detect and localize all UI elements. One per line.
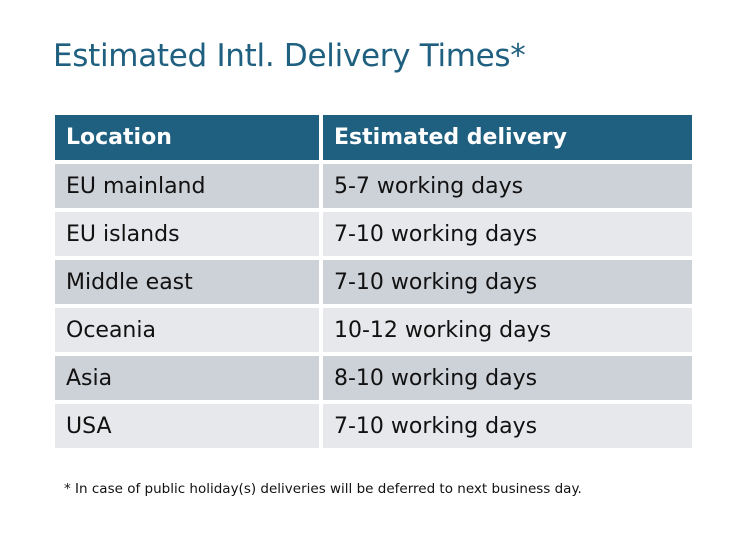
header-estimated-delivery: Estimated delivery [323, 115, 692, 160]
page-title: Estimated Intl. Delivery Times* [53, 38, 526, 74]
table-row: Oceania 10-12 working days [55, 308, 692, 352]
header-location: Location [55, 115, 319, 160]
delivery-cell: 5-7 working days [323, 164, 692, 208]
table-row: Asia 8-10 working days [55, 356, 692, 400]
location-cell: Oceania [55, 308, 319, 352]
footnote: * In case of public holiday(s) deliverie… [64, 481, 582, 497]
delivery-cell: 8-10 working days [323, 356, 692, 400]
delivery-cell: 7-10 working days [323, 260, 692, 304]
location-cell: EU islands [55, 212, 319, 256]
table-header-row: Location Estimated delivery [55, 115, 692, 160]
table-row: EU islands 7-10 working days [55, 212, 692, 256]
location-cell: Asia [55, 356, 319, 400]
table-row: EU mainland 5-7 working days [55, 164, 692, 208]
location-cell: USA [55, 404, 319, 448]
delivery-cell: 7-10 working days [323, 212, 692, 256]
location-cell: EU mainland [55, 164, 319, 208]
table-row: Middle east 7-10 working days [55, 260, 692, 304]
delivery-table: Location Estimated delivery EU mainland … [51, 111, 696, 452]
delivery-cell: 10-12 working days [323, 308, 692, 352]
location-cell: Middle east [55, 260, 319, 304]
table-row: USA 7-10 working days [55, 404, 692, 448]
delivery-cell: 7-10 working days [323, 404, 692, 448]
